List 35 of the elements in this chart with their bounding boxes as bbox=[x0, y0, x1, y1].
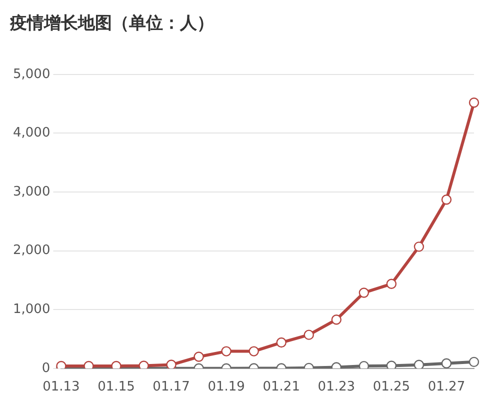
point bbox=[414, 360, 424, 368]
x-tick-label: 01.13 bbox=[42, 380, 80, 395]
point bbox=[331, 314, 342, 325]
point bbox=[194, 352, 204, 362]
point bbox=[358, 288, 370, 298]
point bbox=[441, 194, 452, 205]
x-tick-label: 01.23 bbox=[318, 380, 356, 395]
point bbox=[221, 346, 232, 356]
y-tick-label: 2,000 bbox=[13, 243, 50, 258]
point bbox=[111, 360, 122, 368]
point bbox=[468, 356, 480, 368]
point bbox=[386, 278, 397, 290]
point bbox=[166, 360, 176, 368]
point bbox=[84, 360, 94, 368]
x-tick-label: 01.27 bbox=[428, 380, 466, 395]
point bbox=[441, 358, 452, 368]
y-tick-label: 3,000 bbox=[13, 184, 50, 200]
point bbox=[276, 337, 286, 348]
point bbox=[468, 98, 480, 108]
chart-title: 疫情增长地图（单位：人） bbox=[9, 14, 214, 34]
x-tick-label: 01.17 bbox=[152, 380, 190, 395]
y-tick-label: 5,000 bbox=[13, 66, 50, 82]
y-tick-label: 1,000 bbox=[13, 302, 50, 317]
x-tick-label: 01.21 bbox=[262, 380, 300, 395]
x-tick-label: 01.19 bbox=[208, 380, 245, 395]
point bbox=[414, 242, 424, 252]
point bbox=[386, 360, 397, 368]
point bbox=[56, 360, 66, 368]
y-tick-label: 0 bbox=[42, 360, 50, 376]
point bbox=[248, 346, 259, 356]
point bbox=[138, 360, 149, 368]
x-tick-label: 01.15 bbox=[98, 380, 135, 395]
y-tick-label: 4,000 bbox=[13, 126, 50, 141]
point bbox=[304, 330, 314, 340]
x-tick-label: 01.25 bbox=[372, 380, 410, 395]
